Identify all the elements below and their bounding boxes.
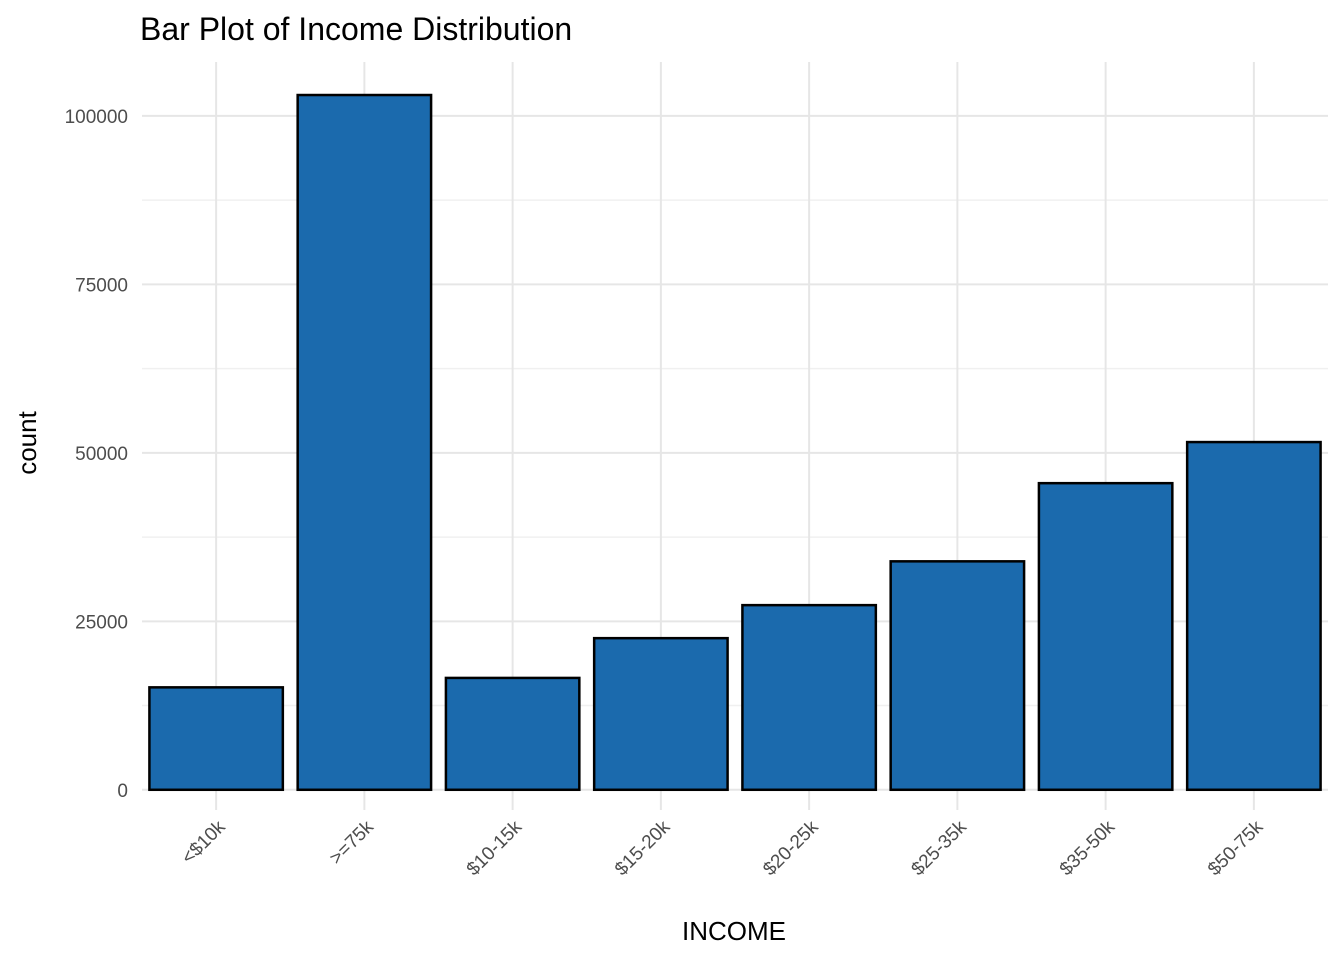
x-tick-label: $10-15k	[463, 816, 527, 880]
x-tick-label: $25-35k	[908, 816, 972, 880]
y-tick-label: 25000	[75, 612, 128, 633]
x-tick-label: $15-20k	[611, 816, 675, 880]
bar	[592, 636, 729, 792]
x-tick-label: <$10k	[178, 816, 230, 868]
y-axis-title: count	[12, 410, 42, 474]
x-tick-label: $35-50k	[1056, 816, 1120, 880]
x-tick-label: $20-25k	[759, 816, 823, 880]
y-tick-label: 0	[117, 781, 128, 802]
y-tick-label: 75000	[75, 275, 128, 296]
y-tick-label: 100000	[65, 107, 128, 128]
bar	[889, 560, 1026, 792]
bar	[1185, 440, 1322, 792]
bar	[741, 603, 878, 792]
x-tick-label: >=75k	[326, 816, 379, 869]
bar	[444, 676, 581, 792]
y-axis-tick-labels: 0 25000 50000 75000 100000	[65, 107, 128, 802]
bar	[1037, 481, 1174, 792]
chart-title: Bar Plot of Income Distribution	[140, 11, 572, 47]
y-tick-label: 50000	[75, 444, 128, 465]
bars	[148, 93, 1322, 792]
x-axis-tick-labels: <$10k >=75k $10-15k $15-20k $20-25k $25-35k $3…	[178, 816, 1268, 880]
bar	[296, 93, 433, 792]
x-tick-label: $50-75k	[1204, 816, 1268, 880]
bar	[148, 686, 285, 792]
x-axis-title: INCOME	[682, 916, 786, 946]
